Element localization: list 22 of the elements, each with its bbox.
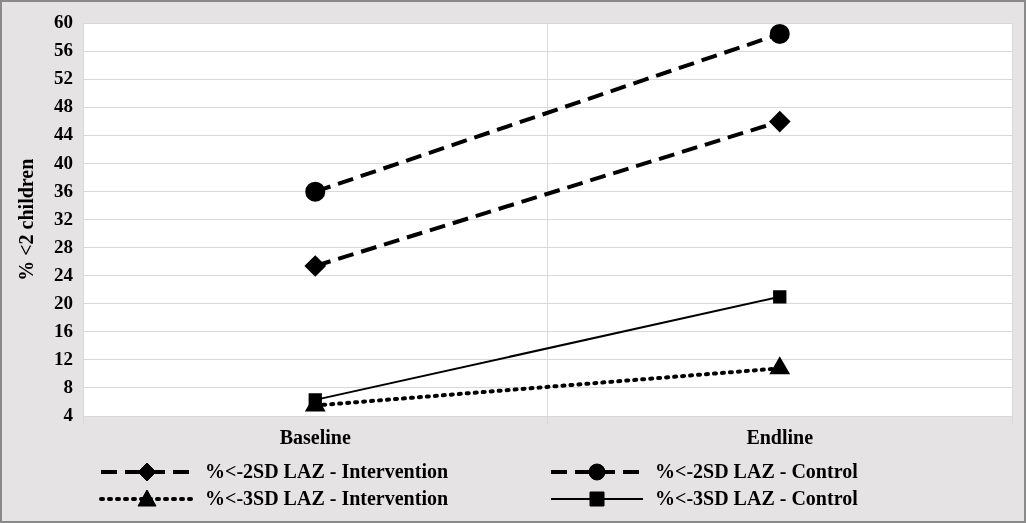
legend-label: %<-2SD LAZ - Intervention	[205, 460, 449, 483]
y-tick-label: 52	[54, 67, 73, 89]
y-tick-label: 20	[54, 291, 73, 313]
x-tick-label: Endline	[746, 426, 814, 449]
legend-label: %<-3SD LAZ - Control	[655, 487, 858, 510]
legend-label: %<-2SD LAZ - Control	[655, 460, 858, 483]
y-tick-label: 16	[54, 319, 73, 341]
y-tick-label: 32	[54, 207, 73, 229]
y-tick-label: 4	[63, 403, 74, 425]
y-tick-label: 8	[63, 375, 73, 397]
y-tick-label: 36	[54, 179, 73, 201]
y-tick-label: 12	[54, 347, 73, 369]
y-tick-label: 60	[54, 11, 73, 33]
y-tick-label: 44	[54, 123, 74, 145]
y-axis-title: % <2 children	[15, 158, 38, 281]
x-tick-label: Baseline	[279, 426, 351, 449]
y-tick-label: 28	[54, 235, 73, 257]
y-tick-label: 56	[54, 39, 73, 61]
y-tick-label: 48	[54, 95, 73, 117]
y-tick-label: 24	[54, 263, 74, 285]
legend-label: %<-3SD LAZ - Intervention	[205, 487, 449, 510]
y-tick-label: 40	[54, 151, 73, 173]
